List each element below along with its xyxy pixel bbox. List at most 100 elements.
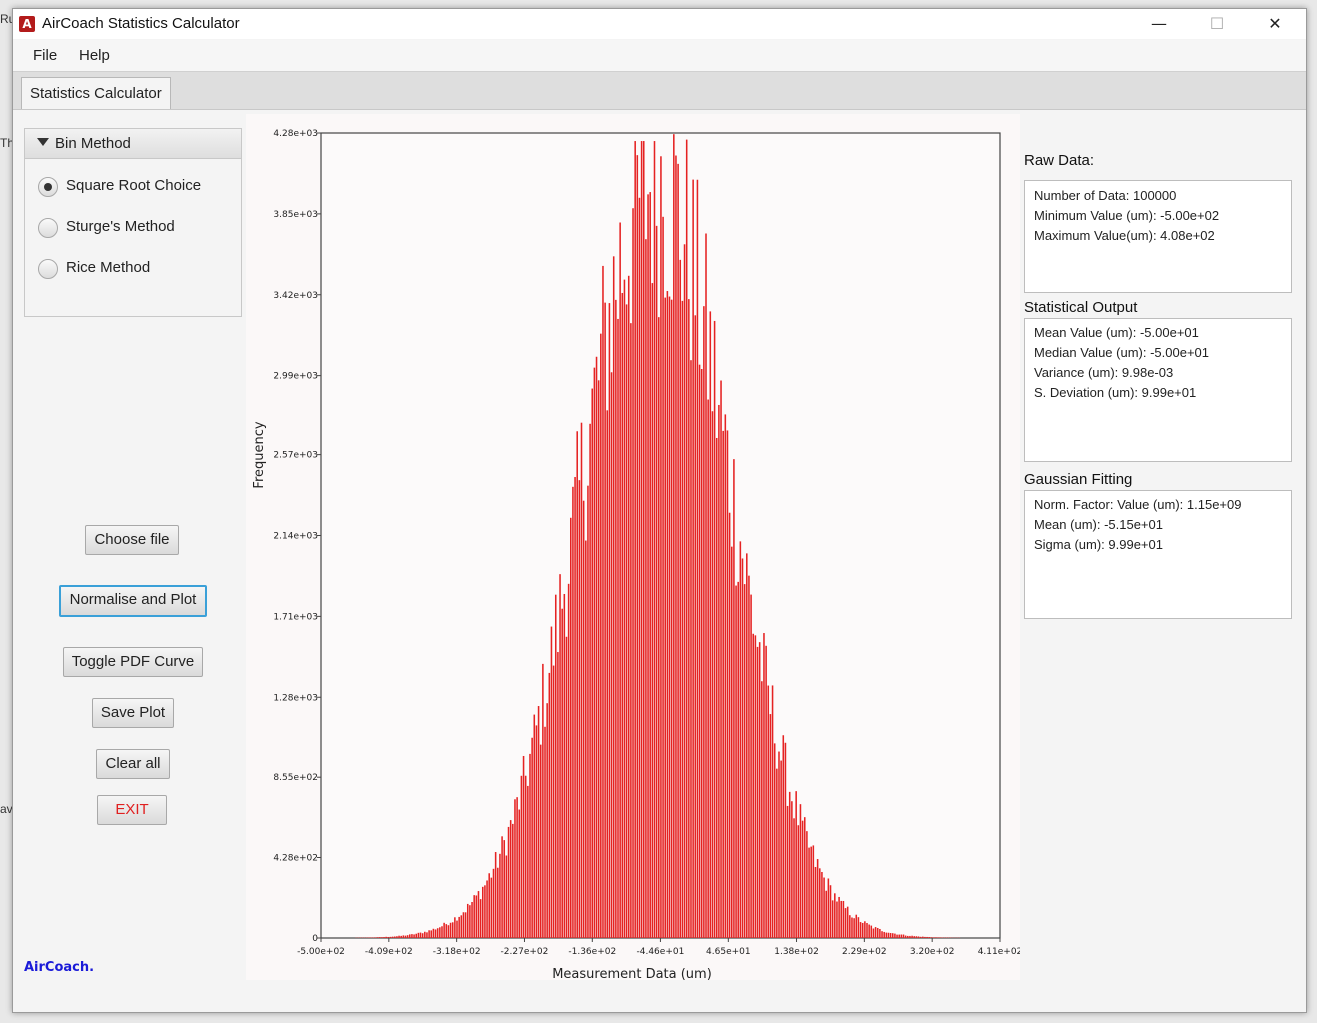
histogram-bar [537, 706, 540, 938]
minimize-icon[interactable]: — [1151, 14, 1167, 33]
bin-method-header[interactable]: Bin Method [25, 129, 241, 159]
statistical-output-box: Mean Value (um): -5.00e+01 Median Value … [1024, 318, 1292, 462]
histogram-bar [434, 929, 437, 938]
histogram-bar [531, 737, 533, 938]
histogram-bar [421, 933, 424, 938]
y-tick-label: 3.85e+03 [273, 210, 318, 220]
histogram-bar [922, 936, 924, 938]
gaussian-line: Norm. Factor: Value (um): 1.15e+09 [1034, 497, 1242, 512]
histogram-bar [372, 937, 375, 938]
histogram-bar [565, 636, 568, 938]
histogram-bar [503, 840, 506, 938]
x-tick-label: 1.38e+02 [774, 947, 819, 957]
maximize-icon[interactable]: ☐ [1209, 14, 1225, 33]
menu-file[interactable]: File [33, 47, 58, 64]
histogram-bar [466, 903, 469, 938]
histogram-bar [529, 753, 531, 938]
x-tick-label: -2.27e+02 [501, 947, 549, 957]
histogram-bar [533, 714, 536, 938]
histogram-bar [413, 934, 415, 938]
histogram-bar [889, 933, 892, 938]
histogram-bar [853, 918, 855, 938]
radio-label: Square Root Choice [66, 177, 202, 194]
histogram-bar [668, 296, 671, 938]
histogram-bar [619, 222, 621, 938]
histogram-bar [544, 726, 546, 938]
histogram-bar [713, 320, 716, 938]
statistical-output-title: Statistical Output [1024, 299, 1138, 316]
histogram-bar [715, 437, 718, 938]
histogram-bar [705, 233, 707, 938]
histogram-bar [846, 906, 849, 938]
histogram-bar [387, 936, 390, 938]
histogram-bar [771, 685, 774, 938]
close-icon[interactable]: ✕ [1268, 14, 1282, 33]
histogram-bar [685, 139, 688, 939]
histogram-bar [539, 744, 542, 938]
histogram-bar [692, 179, 694, 939]
save-plot-button[interactable]: Save Plot [92, 698, 174, 728]
histogram-bar [576, 431, 578, 938]
choose-file-button[interactable]: Choose file [85, 525, 179, 555]
stat-output-line: Mean Value (um): -5.00e+01 [1034, 325, 1199, 340]
radio-selected-icon[interactable] [38, 177, 58, 197]
stat-output-line: Variance (um): 9.98e-03 [1034, 365, 1174, 380]
exit-button[interactable]: EXIT [97, 795, 167, 825]
x-axis-label: Measurement Data (um) [552, 967, 712, 980]
histogram-bars [355, 134, 961, 939]
histogram-bar [711, 411, 714, 939]
histogram-bar [449, 922, 452, 938]
histogram-bar [806, 831, 808, 938]
histogram-bar [765, 645, 767, 938]
histogram-bar [454, 917, 456, 938]
title-bar[interactable]: A AirCoach Statistics Calculator — ☐ ✕ [13, 9, 1306, 39]
histogram-bar [900, 934, 903, 938]
histogram-bar [898, 934, 900, 938]
radio-label: Rice Method [66, 259, 151, 276]
histogram-bar [404, 935, 407, 938]
histogram-bar [683, 244, 686, 939]
histogram-bar [527, 785, 529, 938]
histogram-bar [582, 500, 585, 938]
histogram-bar [885, 932, 888, 938]
histogram-bar [522, 755, 525, 938]
menu-help[interactable]: Help [79, 47, 110, 64]
tab-statistics-calculator[interactable]: Statistics Calculator [21, 77, 171, 109]
clear-all-button[interactable]: Clear all [96, 749, 170, 779]
histogram-bar [497, 867, 499, 938]
histogram-bar [548, 672, 551, 938]
histogram-bar [464, 912, 467, 938]
histogram-bar [411, 934, 413, 938]
histogram-bar [673, 134, 675, 938]
histogram-bar [795, 791, 797, 938]
histogram-bar [509, 820, 512, 938]
radio-unselected-icon[interactable] [38, 259, 58, 279]
stat-output-line: S. Deviation (um): 9.99e+01 [1034, 385, 1197, 400]
y-axis-label: Frequency [252, 421, 267, 488]
histogram-bar [842, 900, 845, 938]
histogram-bar [769, 714, 772, 938]
histogram-bar [909, 935, 911, 938]
histogram-bar [881, 931, 883, 938]
stat-output-line: Median Value (um): -5.00e+01 [1034, 345, 1209, 360]
histogram-bar [374, 937, 377, 938]
histogram-bar [733, 459, 735, 938]
histogram-bar [640, 141, 643, 939]
histogram-bar [499, 853, 501, 938]
histogram-bar [518, 809, 521, 938]
histogram-bar [851, 917, 853, 938]
histogram-bar [602, 265, 604, 938]
histogram-bar [653, 141, 656, 939]
histogram-bar [593, 367, 596, 938]
histogram-bar [758, 642, 761, 938]
toggle-pdf-curve-button[interactable]: Toggle PDF Curve [63, 647, 203, 677]
raw-data-box: Number of Data: 100000 Minimum Value (um… [1024, 180, 1292, 293]
histogram-bar [550, 626, 553, 938]
radio-unselected-icon[interactable] [38, 218, 58, 238]
normalise-and-plot-button[interactable]: Normalise and Plot [59, 585, 207, 617]
histogram-bar [625, 304, 628, 938]
histogram-bar [610, 372, 613, 938]
histogram-bar [722, 430, 724, 938]
x-tick-label: 4.65e+01 [706, 947, 751, 957]
histogram-bar [445, 924, 448, 938]
